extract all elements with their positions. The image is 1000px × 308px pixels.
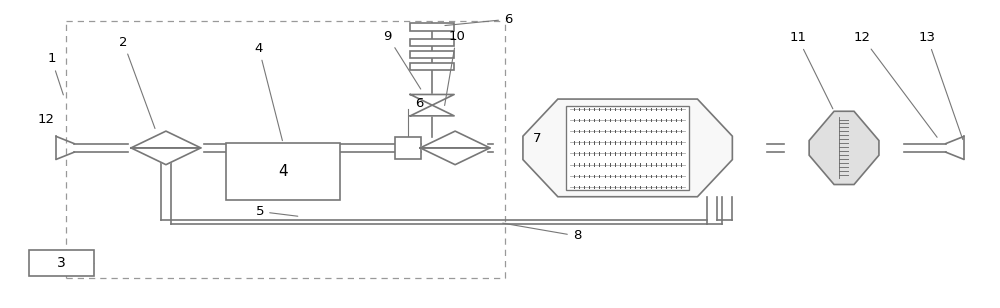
Bar xyxy=(29,250,94,276)
Polygon shape xyxy=(131,131,201,148)
Circle shape xyxy=(142,140,190,155)
Bar xyxy=(226,143,340,200)
Bar xyxy=(566,106,689,190)
Text: 4: 4 xyxy=(255,42,282,141)
Text: 7: 7 xyxy=(533,132,541,145)
Text: 9: 9 xyxy=(383,30,421,89)
Polygon shape xyxy=(410,105,454,116)
Text: 1: 1 xyxy=(47,52,63,95)
Text: 8: 8 xyxy=(503,223,581,242)
Circle shape xyxy=(431,140,479,155)
Text: 12: 12 xyxy=(37,113,54,127)
Bar xyxy=(410,51,454,58)
Text: 6: 6 xyxy=(445,13,512,26)
Polygon shape xyxy=(523,99,732,197)
Polygon shape xyxy=(410,95,454,105)
Text: 2: 2 xyxy=(119,36,155,128)
Text: 12: 12 xyxy=(854,31,937,137)
Text: 4: 4 xyxy=(278,164,288,179)
Text: 5: 5 xyxy=(256,205,298,218)
Bar xyxy=(410,23,454,31)
Polygon shape xyxy=(131,148,201,165)
Bar xyxy=(395,137,421,159)
Bar xyxy=(410,63,454,70)
Bar xyxy=(410,39,454,46)
Text: 6: 6 xyxy=(415,97,424,110)
Polygon shape xyxy=(420,148,490,165)
Text: 11: 11 xyxy=(789,31,833,109)
Text: 3: 3 xyxy=(57,256,66,270)
Text: 13: 13 xyxy=(919,31,963,140)
Polygon shape xyxy=(420,131,490,148)
Text: 10: 10 xyxy=(445,30,465,105)
Polygon shape xyxy=(809,111,879,184)
